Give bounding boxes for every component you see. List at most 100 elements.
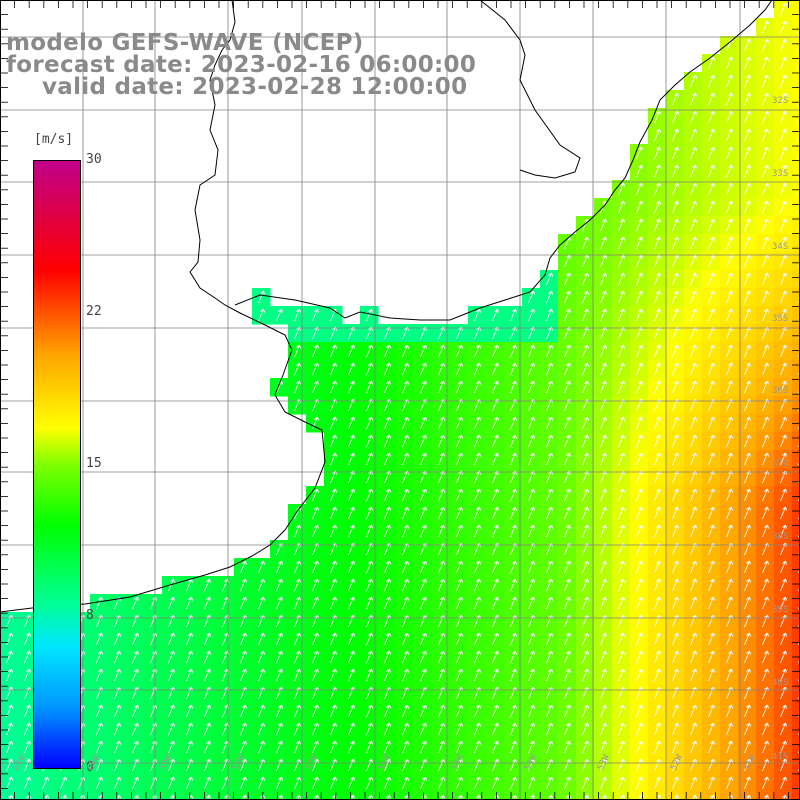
wind-arrow [672,704,679,718]
wind-arrow [492,758,499,772]
wind-arrow [762,146,769,160]
wind-arrow [600,434,607,448]
wind-arrow [744,272,751,286]
wind-arrow [584,794,589,800]
wind-arrow [384,632,391,646]
wind-arrow [258,578,265,592]
wind-arrow [672,632,679,646]
wind-arrow [672,722,679,736]
wind-arrow [672,668,679,682]
wind-arrow [582,722,589,736]
wind-arrow [24,668,31,682]
wind-arrow [636,182,643,196]
wind-arrow [456,578,463,592]
wind-arrow [690,200,697,214]
wind-arrow [708,164,715,178]
wind-arrow [582,758,589,772]
wind-arrow [168,740,175,754]
wind-arrow [564,344,571,358]
wind-arrow [636,254,643,268]
wind-arrow [240,722,247,736]
wind-arrow [402,524,409,538]
wind-arrow [744,650,751,664]
wind-arrow [492,722,499,736]
wind-arrow [546,416,553,430]
wind-arrow [456,506,463,520]
wind-arrow [6,668,13,682]
wind-arrow [708,740,715,754]
wind-arrow [96,740,103,754]
wind-arrow [708,92,715,106]
wind-arrow [582,488,589,502]
wind-arrow [438,740,445,754]
wind-arrow [438,506,445,520]
wind-arrow [744,182,751,196]
wind-arrow [510,524,517,538]
wind-arrow [402,722,409,736]
wind-arrow [294,578,301,592]
wind-arrow [348,578,355,592]
wind-arrow [780,380,787,394]
wind-arrow [510,578,517,592]
wind-cell [468,792,487,800]
wind-arrow [204,632,211,646]
wind-arrow [726,452,733,466]
wind-arrow [258,668,265,682]
wind-arrow [402,578,409,592]
wind-arrow [546,308,553,322]
wind-arrow [726,254,733,268]
wind-arrow [762,38,769,52]
wind-arrow [708,380,715,394]
wind-arrow [636,506,643,520]
wind-cell [792,486,800,505]
wind-arrow [708,128,715,142]
wind-arrow [402,704,409,718]
wind-arrow [636,704,643,718]
wind-arrow [492,704,499,718]
wind-arrow [456,740,463,754]
wind-arrow [618,218,625,232]
wind-cell [792,702,800,721]
wind-arrow [366,632,373,646]
wind-arrow [780,488,787,502]
wind-arrow [384,560,391,574]
wind-arrow [690,452,697,466]
wind-arrow [636,290,643,304]
wind-cell [540,792,559,800]
wind-arrow [330,578,337,592]
wind-arrow [564,416,571,430]
wind-cell [792,684,800,703]
wind-arrow [438,668,445,682]
wind-arrow [420,650,427,664]
wind-arrow [24,776,31,790]
wind-arrow [582,740,589,754]
lat-label: 40S [772,678,789,688]
wind-arrow [348,362,355,376]
wind-arrow [744,128,751,142]
wind-arrow [780,506,787,520]
wind-arrow [582,362,589,376]
wind-arrow [528,506,535,520]
wind-arrow [672,164,679,178]
wind-arrow [600,740,607,754]
wind-arrow [582,632,589,646]
wind-arrow [600,560,607,574]
wind-arrow [474,308,481,322]
wind-arrow [456,344,463,358]
wind-arrow [366,578,373,592]
wind-arrow [780,110,787,124]
wind-arrow [510,740,517,754]
wind-arrow [780,146,787,160]
wind-arrow [240,668,247,682]
wind-arrow [546,434,553,448]
wind-cell [792,630,800,649]
wind-arrow [492,380,499,394]
wind-arrow [330,488,337,502]
wind-arrow [780,182,787,196]
wind-arrow [780,668,787,682]
lat-label: 36S [772,386,789,396]
wind-cell [252,792,271,800]
wind-arrow [294,524,301,538]
wind-arrow [348,632,355,646]
